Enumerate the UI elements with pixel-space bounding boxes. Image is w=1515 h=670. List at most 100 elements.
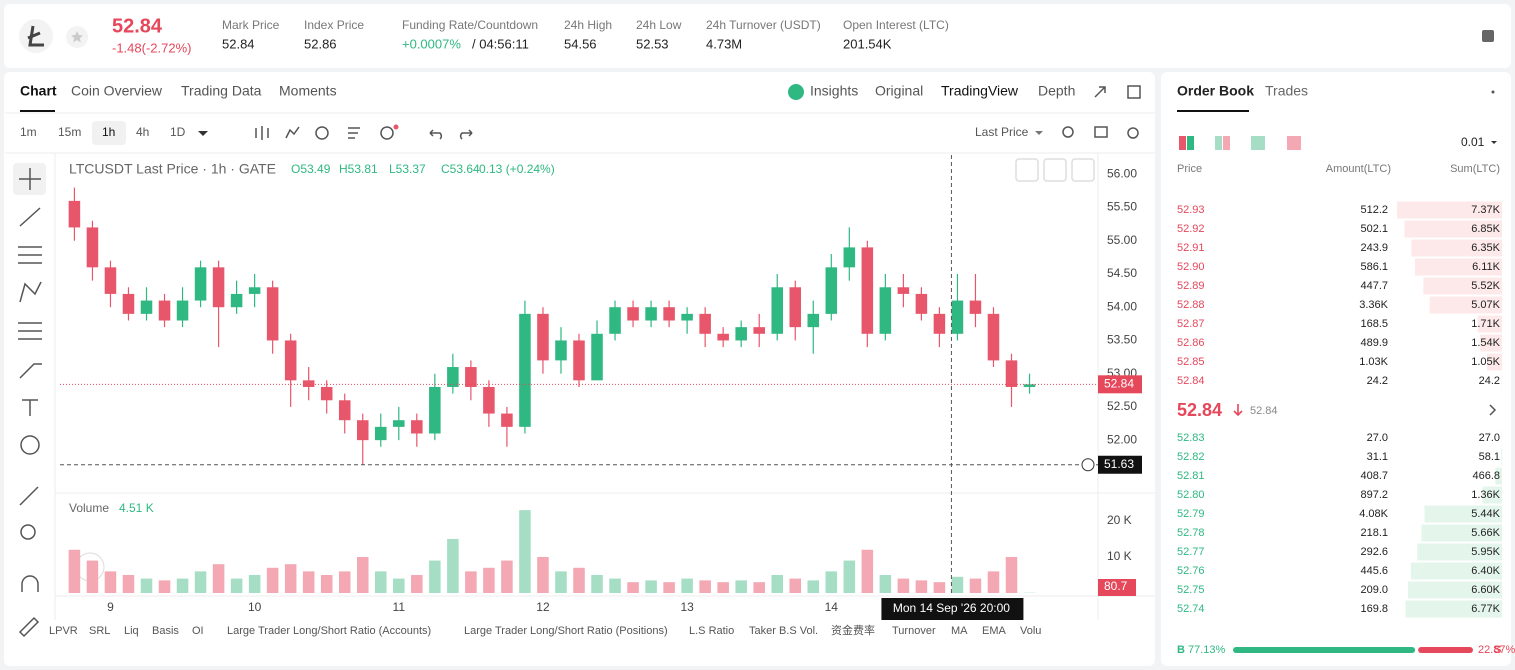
candle-type-button[interactable] (255, 126, 269, 140)
view-tab[interactable]: Insights (810, 83, 858, 99)
refresh-button[interactable] (315, 126, 329, 140)
indicator-tab[interactable]: OI (192, 625, 204, 637)
channel-tool[interactable] (18, 246, 42, 264)
dropdown-arrow[interactable] (198, 131, 208, 136)
indicator-tab[interactable]: Basis (152, 625, 179, 637)
depth-icon[interactable] (1179, 136, 1186, 150)
indicator-tab[interactable]: L.S Ratio (689, 625, 734, 637)
volume-bar (771, 574, 783, 593)
tab[interactable]: Chart (20, 83, 57, 99)
add-alert-button[interactable] (1081, 458, 1095, 472)
volume-bar (104, 571, 117, 593)
depth-bar (1477, 315, 1502, 333)
orderbook-tab[interactable]: Trades (1265, 83, 1308, 99)
indicator-tab[interactable]: Turnover (892, 625, 936, 637)
view-tab[interactable]: Depth (1038, 83, 1075, 99)
emoji-tool[interactable] (20, 435, 40, 455)
price-type[interactable]: Last Price (975, 125, 1029, 139)
depth-icon[interactable] (1223, 136, 1230, 150)
indicator-tab[interactable]: MA (951, 625, 968, 637)
order-amount: 1.03K (1359, 356, 1388, 368)
indicator-tab[interactable]: Volu (1020, 625, 1041, 637)
interval[interactable]: 1D (170, 125, 186, 139)
precision[interactable]: 0.01 (1461, 135, 1485, 149)
candle-body (140, 300, 153, 314)
candle-body (915, 293, 928, 314)
layout-button[interactable] (1127, 85, 1141, 99)
depth-bar (1495, 467, 1502, 485)
volume-bar (248, 574, 261, 593)
header-card (4, 4, 1511, 68)
tab[interactable]: Moments (279, 83, 337, 99)
stat-extra: / 04:56:11 (472, 36, 529, 51)
volume-bar (483, 567, 495, 593)
add-button[interactable] (380, 126, 394, 140)
indicator-tab[interactable]: Large Trader Long/Short Ratio (Accounts) (227, 625, 431, 637)
depth-icon[interactable] (1187, 136, 1194, 150)
candle-body (122, 293, 135, 314)
orderbook-tab[interactable]: Order Book (1177, 83, 1254, 99)
screenshot-button[interactable] (1094, 126, 1108, 138)
redo-button[interactable] (459, 129, 473, 140)
indicator-tab[interactable]: Large Trader Long/Short Ratio (Positions… (464, 625, 668, 637)
reset-button[interactable] (1071, 158, 1095, 182)
candle-body (537, 313, 549, 361)
indicator-tab[interactable]: Taker B.S Vol. (749, 625, 818, 637)
candle-body (753, 327, 765, 334)
undo-button[interactable] (429, 129, 443, 140)
volume-bar (987, 571, 1000, 593)
order-sum: 5.07K (1471, 299, 1500, 311)
order-amount: 502.1 (1360, 223, 1388, 235)
pattern-tool[interactable] (19, 281, 42, 303)
indicator-tab[interactable]: SRL (89, 625, 110, 637)
indicator-button[interactable] (285, 126, 300, 139)
stat-label: Mark Price (222, 18, 280, 32)
indicator-tab[interactable]: LPVR (49, 625, 78, 637)
indicator-tab[interactable]: 资金费率 (831, 623, 875, 637)
book-icon[interactable] (1482, 30, 1494, 42)
crosshair-tool[interactable] (19, 168, 41, 190)
interval[interactable]: 4h (136, 125, 149, 139)
brush-tool[interactable] (19, 363, 42, 379)
indicator-tab[interactable]: EMA (982, 625, 1007, 637)
stat-label: Funding Rate/Countdown (402, 18, 538, 32)
ruler-tool[interactable] (19, 486, 39, 506)
depth-icon[interactable] (1287, 136, 1301, 150)
interval[interactable]: 15m (58, 125, 81, 139)
collapse-button[interactable] (1043, 158, 1067, 182)
last-price-label: 52.84 (1104, 376, 1134, 390)
volume-bar (375, 571, 387, 593)
y-tick-label: 55.00 (1107, 233, 1137, 247)
volume-bar (789, 578, 802, 593)
order-amount: 169.8 (1360, 603, 1388, 615)
chevron[interactable] (1489, 404, 1497, 416)
crosshair-price-label: 51.63 (1104, 457, 1134, 471)
zoom-tool[interactable] (20, 524, 36, 540)
text-tool[interactable] (22, 399, 38, 416)
candle-body (879, 287, 892, 334)
indicator-tab[interactable]: Liq (124, 625, 139, 637)
tab[interactable]: Coin Overview (71, 83, 163, 99)
volume-bar (951, 576, 964, 593)
order-sum: 6.60K (1471, 584, 1500, 596)
settings-button[interactable] (1127, 127, 1139, 139)
depth-icon[interactable] (1251, 136, 1265, 150)
view-tab[interactable]: Original (875, 83, 923, 99)
edit-tool[interactable] (18, 616, 40, 638)
interval[interactable]: 1h (102, 125, 115, 139)
magnet-tool[interactable] (21, 575, 39, 592)
candle-body (86, 227, 99, 268)
tab[interactable]: Trading Data (181, 83, 262, 99)
fullscreen-button[interactable] (1094, 86, 1106, 98)
interval[interactable]: 1m (20, 125, 37, 139)
line-tool[interactable] (19, 207, 41, 227)
template-button[interactable] (348, 127, 360, 139)
depth-icon[interactable] (1215, 136, 1222, 150)
view-tab[interactable]: TradingView (941, 83, 1019, 99)
scroll-button[interactable] (1015, 158, 1039, 182)
menu-dot[interactable] (1491, 90, 1495, 94)
fib-tool[interactable] (18, 322, 42, 340)
search-button[interactable] (1062, 126, 1074, 138)
volume-bar (393, 578, 405, 593)
